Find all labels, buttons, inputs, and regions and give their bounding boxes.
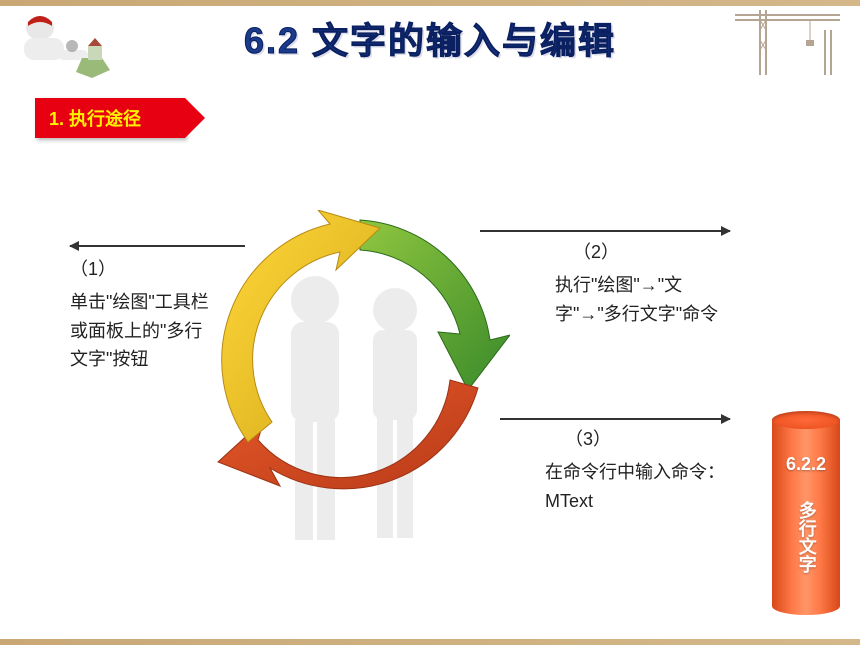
label-2-num: （2） [573, 238, 735, 267]
banner-text: 1. 执行途径 [49, 105, 141, 131]
cylinder-top-ellipse [772, 411, 840, 429]
cylinder-text-top: 6.2.2 [786, 453, 826, 476]
arrow-line-2 [480, 230, 730, 232]
cylinder-body: 6.2.2 多行文字 [772, 420, 840, 615]
arrow-line-3 [500, 418, 730, 420]
ring-segment-yellow [222, 210, 380, 442]
title-area: 6.2 文字的输入与编辑 [0, 12, 860, 64]
label-3-num: （3） [565, 425, 725, 454]
bottom-border-strip [0, 639, 860, 645]
label-3: （3） 在命令行中输入命令：MText [545, 425, 725, 515]
label-1: （1） 单击"绘图"工具栏或面板上的"多行文字"按钮 [70, 255, 210, 374]
label-1-text: 单击"绘图"工具栏或面板上的"多行文字"按钮 [70, 288, 210, 374]
cylinder-text-body: 多行文字 [794, 482, 817, 592]
section-cylinder: 6.2.2 多行文字 [772, 420, 840, 620]
page-title: 6.2 文字的输入与编辑 [0, 12, 860, 64]
cycle-ring [210, 210, 510, 510]
label-2: （2） 执行"绘图"→"文字"→"多行文字"命令 [555, 238, 735, 328]
ring-segment-green [360, 220, 510, 390]
arrow-line-1 [70, 245, 245, 247]
label-2-text: 执行"绘图"→"文字"→"多行文字"命令 [555, 271, 735, 329]
label-1-num: （1） [70, 255, 210, 284]
flag-shape: 1. 执行途径 [35, 98, 185, 138]
section-banner: 1. 执行途径 [35, 98, 195, 144]
label-3-text: 在命令行中输入命令：MText [545, 458, 725, 516]
